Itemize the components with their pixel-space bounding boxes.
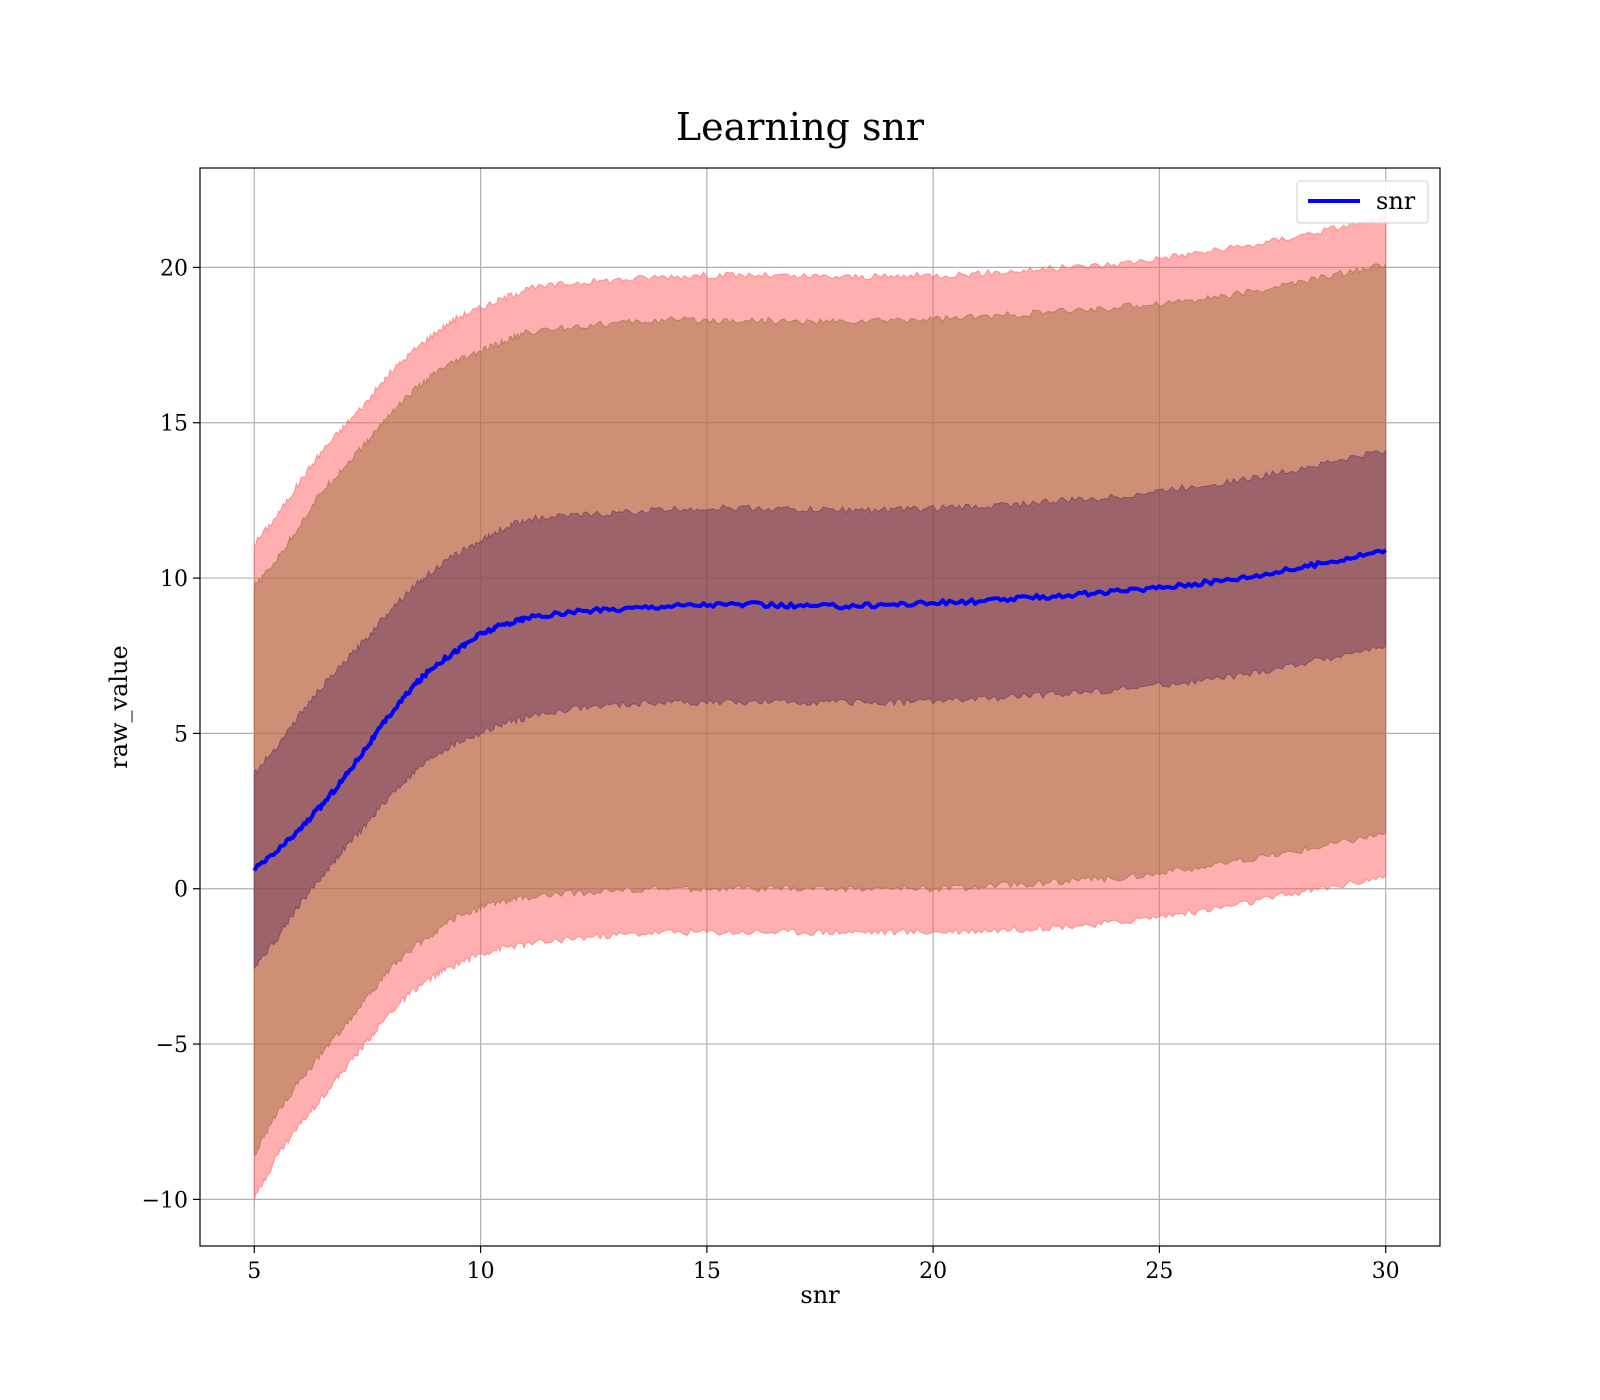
data-point — [344, 776, 345, 777]
ticks: 5 10 15 20 25 30 −10 −5 0 5 10 15 20 — [142, 256, 1400, 1284]
data-point — [571, 612, 572, 613]
band-area — [253, 449, 1387, 969]
x-tick-label: 20 — [919, 1259, 947, 1284]
data-point — [254, 870, 255, 871]
data-point — [933, 602, 934, 603]
data-point — [1295, 568, 1296, 569]
x-tick-label: 5 — [247, 1259, 261, 1284]
legend: snr — [1296, 180, 1429, 224]
y-axis-title: raw_value — [105, 645, 133, 769]
data-point — [706, 604, 707, 605]
data-point — [661, 606, 662, 607]
data-point — [1114, 592, 1115, 593]
y-tick-label: 15 — [160, 412, 188, 437]
y-tick-label: −10 — [142, 1188, 188, 1213]
x-tick-label: 25 — [1145, 1259, 1173, 1284]
data-point — [367, 745, 368, 746]
y-tick-label: 20 — [160, 256, 188, 281]
data-point — [412, 686, 413, 687]
data-point — [480, 633, 481, 634]
y-tick-label: −5 — [156, 1033, 188, 1058]
x-tick-label: 15 — [693, 1259, 721, 1284]
data-point — [752, 604, 753, 605]
x-axis-title: snr — [800, 1281, 840, 1309]
data-point — [842, 606, 843, 607]
data-point — [299, 829, 300, 830]
data-point — [276, 851, 277, 852]
chart-title: Learning snr — [676, 105, 925, 149]
data-point — [322, 804, 323, 805]
data-point — [797, 606, 798, 607]
band-area — [253, 262, 1387, 1156]
confidence-bands — [253, 214, 1387, 1201]
legend-box — [1296, 180, 1429, 224]
data-point — [525, 618, 526, 619]
data-point — [978, 601, 979, 602]
data-point — [457, 649, 458, 650]
y-tick-label: 0 — [174, 878, 188, 903]
x-tick-label: 30 — [1372, 1259, 1400, 1284]
y-tick-label: 5 — [174, 722, 188, 747]
legend-label-snr: snr — [1376, 187, 1416, 215]
y-tick-label: 10 — [160, 567, 188, 592]
data-point — [1385, 550, 1386, 551]
data-point — [1340, 559, 1341, 560]
data-point — [390, 714, 391, 715]
data-point — [435, 665, 436, 666]
x-tick-label: 10 — [467, 1259, 495, 1284]
data-point — [1023, 598, 1024, 599]
data-point — [1068, 595, 1069, 596]
data-point — [503, 624, 504, 625]
plot-frame — [199, 167, 1441, 1247]
data-point — [616, 609, 617, 610]
data-point — [1159, 587, 1160, 588]
data-point — [887, 604, 888, 605]
series-line — [252, 548, 1387, 872]
data-point — [1204, 582, 1205, 583]
data-point — [1249, 576, 1250, 577]
series-lines — [252, 548, 1387, 872]
